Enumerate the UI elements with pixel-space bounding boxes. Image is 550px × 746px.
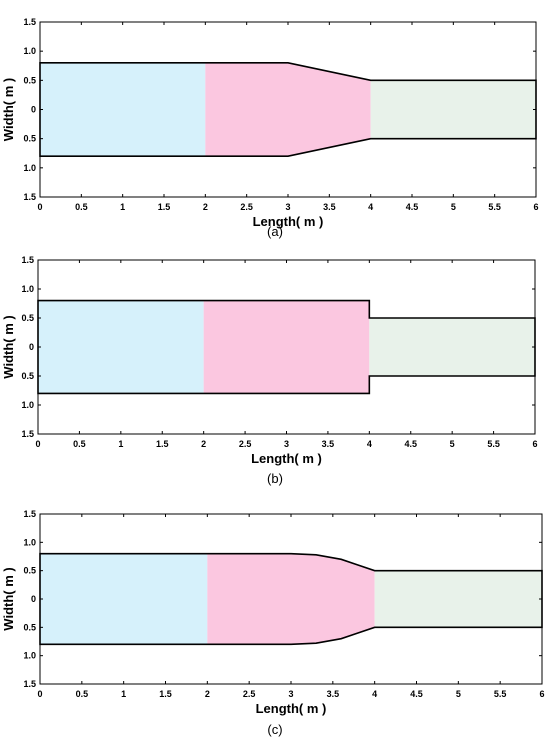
x-tick-label: 6 <box>533 202 538 212</box>
x-tick-label: 1.5 <box>156 439 169 449</box>
y-tick-label: 0 <box>31 594 36 604</box>
diagram-panel: 0 0.5 1 1.5 2 2.5 3 3.5 4 4.5 5 5.5 6 1.5 1.0 0.5 0 0.5 1.… <box>0 255 550 466</box>
y-tick-label: 0.5 <box>23 566 36 576</box>
x-tick-label: 2.5 <box>239 439 252 449</box>
x-tick-label: 4 <box>367 439 372 449</box>
panel-caption: (a) <box>267 224 283 239</box>
x-tick-label: 5 <box>456 689 461 699</box>
x-tick-label: 2.5 <box>243 689 256 699</box>
x-tick-label: 1 <box>118 439 123 449</box>
diagram-panel: 0 0.5 1 1.5 2 2.5 3 3.5 4 4.5 5 5.5 6 1.5 1.0 0.5 0 0.5 1.… <box>0 508 550 716</box>
channel-region-3 <box>374 553 542 645</box>
x-tick-label: 5.5 <box>494 689 507 699</box>
x-tick-label: 6 <box>539 689 544 699</box>
x-tick-label: 3 <box>285 202 290 212</box>
x-tick-label: 0 <box>37 689 42 699</box>
channel-region-2 <box>203 300 370 394</box>
diagram-svg: 0 0.5 1 1.5 2 2.5 3 3.5 4 4.5 5 5.5 6 1.5 1.0 0.5 0 0.5 1.… <box>1 509 545 716</box>
x-tick-label: 5 <box>451 202 456 212</box>
y-tick-label: 1.0 <box>21 400 34 410</box>
x-tick-label: 2 <box>205 689 210 699</box>
y-tick-label: 1.0 <box>21 284 34 294</box>
x-tick-label: 5 <box>450 439 455 449</box>
x-tick-label: 3 <box>284 439 289 449</box>
y-tick-label: 0 <box>29 342 34 352</box>
x-axis-label: Length( m ) <box>253 214 324 229</box>
y-tick-label: 1.5 <box>21 255 34 265</box>
channel-region-2 <box>207 553 375 645</box>
y-tick-label: 0.5 <box>21 371 34 381</box>
x-tick-label: 4 <box>368 202 373 212</box>
y-tick-label: 1.0 <box>23 163 36 173</box>
x-tick-label: 0.5 <box>76 689 89 699</box>
x-tick-label: 0.5 <box>73 439 86 449</box>
y-tick-label: 1.0 <box>23 537 36 547</box>
diagram-panel: 0 0.5 1 1.5 2 2.5 3 3.5 4 4.5 5 5.5 6 1.5 1.0 0.5 0 0.5 1.… <box>0 10 550 229</box>
x-tick-label: 5.5 <box>487 439 500 449</box>
x-tick-label: 5.5 <box>488 202 501 212</box>
channel-region-1 <box>40 62 206 157</box>
x-tick-label: 4.5 <box>406 202 419 212</box>
x-tick-label: 3 <box>288 689 293 699</box>
x-tick-label: 0.5 <box>75 202 88 212</box>
y-tick-label: 0.5 <box>23 134 36 144</box>
x-tick-label: 3.5 <box>323 202 336 212</box>
x-tick-label: 1 <box>121 689 126 699</box>
y-tick-label: 1.5 <box>23 679 36 689</box>
panel-caption: (b) <box>267 471 283 486</box>
x-tick-label: 1.5 <box>158 202 171 212</box>
channel-region-3 <box>370 62 536 157</box>
x-tick-label: 2 <box>203 202 208 212</box>
y-tick-label: 0 <box>31 105 36 115</box>
y-axis-label: Width( m ) <box>1 78 16 141</box>
y-tick-label: 1.0 <box>23 46 36 56</box>
y-tick-label: 0.5 <box>21 313 34 323</box>
x-tick-label: 1.5 <box>159 689 172 699</box>
x-tick-label: 1 <box>120 202 125 212</box>
y-axis-label: Width( m ) <box>1 315 16 378</box>
channel-region-1 <box>40 553 208 645</box>
diagram-svg: 0 0.5 1 1.5 2 2.5 3 3.5 4 4.5 5 5.5 6 1.5 1.0 0.5 0 0.5 1.… <box>1 255 538 466</box>
y-tick-label: 1.5 <box>23 17 36 27</box>
channel-region-1 <box>38 300 204 394</box>
x-tick-label: 0 <box>37 202 42 212</box>
y-tick-label: 1.5 <box>23 192 36 202</box>
x-tick-label: 4.5 <box>404 439 417 449</box>
x-tick-label: 2 <box>201 439 206 449</box>
y-tick-label: 1.5 <box>23 509 36 519</box>
diagram-svg: 0 0.5 1 1.5 2 2.5 3 3.5 4 4.5 5 5.5 6 1.5 1.0 0.5 0 0.5 1.… <box>1 17 539 229</box>
x-tick-label: 3.5 <box>327 689 340 699</box>
channel-region-2 <box>205 62 371 157</box>
y-tick-label: 1.5 <box>21 429 34 439</box>
y-tick-label: 1.0 <box>23 651 36 661</box>
y-tick-label: 0.5 <box>23 75 36 85</box>
x-tick-label: 4.5 <box>410 689 423 699</box>
x-tick-label: 2.5 <box>240 202 253 212</box>
x-axis-label: Length( m ) <box>251 451 322 466</box>
y-axis-label: Width( m ) <box>1 567 16 630</box>
x-tick-label: 6 <box>532 439 537 449</box>
panel-caption: (c) <box>267 722 283 737</box>
y-tick-label: 0.5 <box>23 622 36 632</box>
x-axis-label: Length( m ) <box>256 701 327 716</box>
x-tick-label: 3.5 <box>322 439 335 449</box>
x-tick-label: 0 <box>35 439 40 449</box>
channel-region-3 <box>369 300 535 394</box>
x-tick-label: 4 <box>372 689 377 699</box>
